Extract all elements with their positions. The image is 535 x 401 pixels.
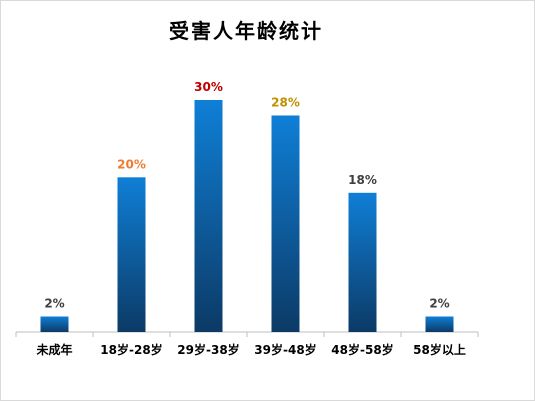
bar-4 bbox=[348, 192, 377, 332]
bar-2 bbox=[194, 100, 223, 332]
bar-1 bbox=[117, 177, 146, 332]
x-tick-label-5: 58岁以上 bbox=[413, 342, 466, 357]
data-label-1: 20% bbox=[117, 157, 146, 171]
x-tick-label-1: 18岁-28岁 bbox=[100, 342, 162, 357]
data-label-3: 28% bbox=[271, 96, 300, 110]
bar-5 bbox=[425, 316, 454, 332]
bar-3 bbox=[271, 115, 300, 332]
chart-title: 受害人年龄统计 bbox=[169, 19, 323, 43]
data-label-4: 18% bbox=[348, 173, 377, 187]
bar-0 bbox=[40, 316, 69, 332]
data-label-5: 2% bbox=[429, 297, 449, 311]
data-label-0: 2% bbox=[44, 297, 64, 311]
x-tick-label-2: 29岁-38岁 bbox=[177, 342, 239, 357]
x-tick-label-4: 48岁-58岁 bbox=[331, 342, 393, 357]
x-tick-label-0: 未成年 bbox=[35, 342, 72, 357]
data-label-2: 30% bbox=[194, 80, 223, 94]
x-tick-label-3: 39岁-48岁 bbox=[254, 342, 316, 357]
